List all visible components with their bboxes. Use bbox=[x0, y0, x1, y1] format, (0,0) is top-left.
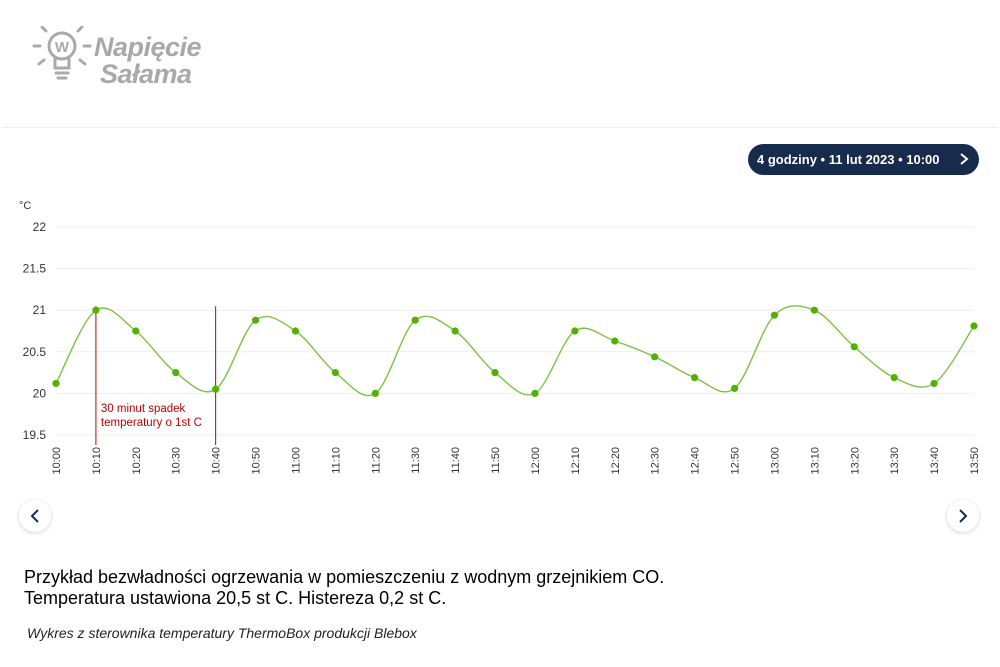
x-tick-label: 11:50 bbox=[490, 447, 502, 474]
x-tick-label: 11:30 bbox=[410, 447, 422, 474]
x-tick-label: 12:00 bbox=[530, 447, 542, 475]
data-point bbox=[212, 385, 220, 393]
x-tick-label: 12:50 bbox=[730, 447, 742, 475]
y-tick-label: 21.5 bbox=[23, 262, 47, 276]
x-tick-label: 13:30 bbox=[889, 447, 901, 475]
y-tick-label: 20.5 bbox=[23, 345, 47, 359]
chevron-right-icon bbox=[960, 153, 969, 165]
time-range-selector[interactable]: 4 godziny • 11 lut 2023 • 10:00 bbox=[748, 144, 979, 175]
data-point bbox=[251, 316, 260, 324]
data-point bbox=[890, 373, 898, 382]
y-axis-unit-label: °C bbox=[19, 200, 31, 212]
data-point bbox=[491, 369, 499, 377]
x-tick-label: 13:50 bbox=[969, 447, 981, 475]
x-tick-label: 11:10 bbox=[330, 447, 342, 474]
data-point bbox=[571, 327, 579, 335]
data-point bbox=[810, 306, 818, 314]
data-point bbox=[132, 327, 140, 335]
data-point bbox=[770, 311, 779, 319]
data-point bbox=[291, 327, 300, 335]
figure-caption: Przykład bezwładności ogrzewania w pomie… bbox=[24, 567, 664, 609]
caption-line-1: Przykład bezwładności ogrzewania w pomie… bbox=[24, 567, 665, 587]
x-tick-label: 12:30 bbox=[650, 447, 662, 475]
x-tick-label: 11:40 bbox=[450, 447, 462, 474]
data-point bbox=[930, 379, 938, 388]
series-line bbox=[55, 305, 975, 397]
data-point bbox=[371, 389, 379, 397]
data-point bbox=[172, 369, 180, 377]
data-point bbox=[411, 316, 419, 324]
x-tick-label: 13:10 bbox=[809, 447, 821, 475]
annotation-text: temperatury o 1st C bbox=[101, 417, 202, 429]
logo-line-1: Napięcie bbox=[94, 32, 202, 62]
x-tick-label: 10:30 bbox=[171, 447, 183, 475]
annotation-text: 30 minut spadek bbox=[101, 403, 186, 415]
next-period-button[interactable] bbox=[947, 500, 979, 532]
y-tick-label: 20 bbox=[33, 386, 47, 400]
y-tick-label: 22 bbox=[33, 220, 47, 234]
data-point bbox=[691, 373, 699, 382]
data-point bbox=[331, 369, 339, 377]
chevron-left-icon bbox=[30, 509, 39, 523]
x-tick-label: 12:20 bbox=[610, 447, 622, 475]
data-point bbox=[531, 389, 539, 397]
x-tick-label: 13:00 bbox=[769, 447, 781, 475]
time-range-label: 4 godziny • 11 lut 2023 • 10:00 bbox=[757, 152, 940, 167]
data-point bbox=[52, 379, 60, 388]
data-point bbox=[970, 322, 978, 330]
data-point bbox=[611, 337, 619, 345]
x-tick-label: 13:20 bbox=[849, 447, 861, 475]
data-point bbox=[730, 384, 739, 393]
x-tick-label: 11:00 bbox=[290, 447, 302, 474]
y-tick-label: 21 bbox=[33, 303, 47, 317]
x-tick-label: 10:40 bbox=[211, 447, 223, 475]
x-tick-label: 11:20 bbox=[370, 447, 382, 474]
data-point bbox=[850, 343, 858, 351]
x-tick-label: 10:10 bbox=[91, 447, 103, 475]
svg-text:W: W bbox=[55, 39, 70, 56]
logo-line-2: Sałama bbox=[100, 59, 192, 89]
lightbulb-icon: W bbox=[32, 25, 92, 80]
chevron-right-icon bbox=[959, 509, 968, 523]
logo: W Napięcie Sałama bbox=[30, 25, 210, 92]
x-tick-label: 13:40 bbox=[929, 447, 941, 475]
chart-card bbox=[2, 127, 998, 548]
x-tick-label: 10:20 bbox=[131, 447, 143, 475]
data-point bbox=[92, 306, 100, 314]
data-point bbox=[651, 353, 659, 361]
x-tick-label: 12:10 bbox=[570, 447, 582, 475]
x-tick-label: 10:50 bbox=[251, 447, 263, 475]
previous-period-button[interactable] bbox=[19, 500, 51, 532]
source-note: Wykres z sterownika temperatury ThermoBo… bbox=[27, 625, 417, 641]
data-point bbox=[451, 327, 459, 335]
x-tick-label: 12:40 bbox=[690, 447, 702, 475]
x-tick-label: 10:00 bbox=[51, 447, 63, 475]
caption-line-2: Temperatura ustawiona 20,5 st C. Histere… bbox=[24, 588, 447, 608]
y-tick-label: 19.5 bbox=[23, 428, 47, 442]
